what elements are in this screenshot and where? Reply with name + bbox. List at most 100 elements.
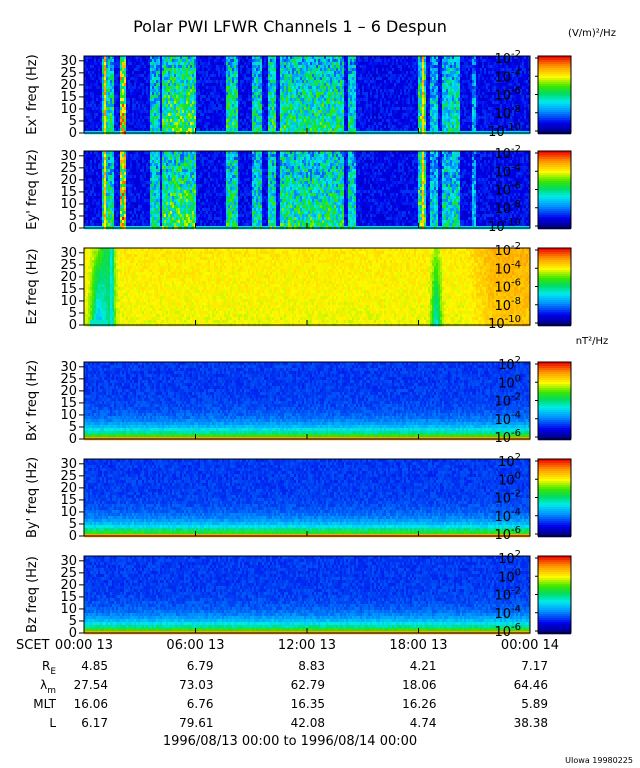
y-tick-label: 30 bbox=[60, 54, 77, 69]
y-tick-label: 5 bbox=[69, 614, 77, 629]
y-tick-label: 20 bbox=[60, 270, 77, 285]
y-tick-label: 10 bbox=[60, 197, 77, 212]
ephemeris-value: 62.79 bbox=[291, 678, 325, 692]
ephemeris-value: 6.79 bbox=[187, 659, 214, 673]
y-tick-label: 10 bbox=[60, 408, 77, 423]
time-range-label: 1996/08/13 00:00 to 1996/08/14 00:00 bbox=[163, 734, 417, 749]
ephemeris-value: 16.06 bbox=[74, 697, 108, 711]
credit-label: UIowa 19980225 bbox=[565, 756, 633, 765]
y-tick-label: 20 bbox=[60, 384, 77, 399]
y-tick-label: 10 bbox=[60, 102, 77, 117]
ephemeris-row-label: λm bbox=[40, 678, 56, 696]
colorbar-tick-label: 10-6 bbox=[494, 428, 521, 446]
ephemeris-value: 18.06 bbox=[402, 678, 436, 692]
y-tick-label: 25 bbox=[60, 258, 77, 273]
ephemeris-value: 6.76 bbox=[187, 697, 214, 711]
y-tick-label: 0 bbox=[69, 626, 77, 641]
colorbar-tick-label: 10-10 bbox=[488, 314, 521, 332]
y-tick-label: 30 bbox=[60, 457, 77, 472]
x-tick-label: 18:00 13 bbox=[389, 638, 447, 653]
heatmap-cells bbox=[84, 459, 531, 538]
y-tick-label: 0 bbox=[69, 432, 77, 447]
y-tick-label: 15 bbox=[60, 282, 77, 297]
y-tick-label: 5 bbox=[69, 306, 77, 321]
y-tick-label: 0 bbox=[69, 126, 77, 141]
ephemeris-value: 4.74 bbox=[410, 716, 437, 730]
ephemeris-value: 4.85 bbox=[81, 659, 108, 673]
heatmap-cells bbox=[84, 56, 531, 135]
heatmap-cells bbox=[84, 556, 531, 635]
y-axis-label: Bz freq (Hz) bbox=[25, 556, 40, 633]
x-tick-label: 12:00 13 bbox=[278, 638, 336, 653]
y-tick-label: 10 bbox=[60, 602, 77, 617]
heatmap-cells bbox=[84, 151, 531, 230]
y-tick-label: 20 bbox=[60, 78, 77, 93]
ephemeris-value: 73.03 bbox=[179, 678, 213, 692]
ephemeris-row-label: MLT bbox=[33, 697, 56, 711]
ephemeris-value: 8.83 bbox=[298, 659, 325, 673]
x-tick-label: 00:00 13 bbox=[55, 638, 113, 653]
y-tick-label: 25 bbox=[60, 66, 77, 81]
ephemeris-value: 16.26 bbox=[402, 697, 436, 711]
heatmap-cells bbox=[84, 362, 531, 441]
ephemeris-value: 4.21 bbox=[410, 659, 437, 673]
ephemeris-table: SCET 00:00 13 06:00 13 12:00 13 18:00 13 00:0… bbox=[16, 638, 559, 730]
ephemeris-value: 7.17 bbox=[521, 659, 548, 673]
y-tick-label: 20 bbox=[60, 173, 77, 188]
y-tick-label: 5 bbox=[69, 517, 77, 532]
ephemeris-value: 38.38 bbox=[514, 716, 548, 730]
y-tick-label: 25 bbox=[60, 469, 77, 484]
colorbar-tick-label: 10-10 bbox=[488, 217, 521, 235]
scet-label: SCET bbox=[16, 638, 50, 653]
y-tick-label: 30 bbox=[60, 149, 77, 164]
ephemeris-row-label: L bbox=[49, 716, 56, 730]
colorbar-tick-label: 10-6 bbox=[494, 525, 521, 543]
y-tick-label: 25 bbox=[60, 161, 77, 176]
y-tick-label: 5 bbox=[69, 420, 77, 435]
heatmap-cells bbox=[84, 248, 531, 327]
ephemeris-value: 27.54 bbox=[74, 678, 108, 692]
ephemeris-value: 42.08 bbox=[291, 716, 325, 730]
y-tick-label: 0 bbox=[69, 318, 77, 333]
y-axis-label: Ez freq (Hz) bbox=[25, 249, 40, 325]
y-tick-label: 10 bbox=[60, 294, 77, 309]
y-tick-label: 25 bbox=[60, 566, 77, 581]
ephemeris-value: 79.61 bbox=[179, 716, 213, 730]
ephemeris-value: 5.89 bbox=[521, 697, 548, 711]
y-tick-label: 30 bbox=[60, 360, 77, 375]
y-tick-label: 25 bbox=[60, 372, 77, 387]
ephemeris-value: 16.35 bbox=[291, 697, 325, 711]
y-tick-label: 0 bbox=[69, 221, 77, 236]
e-field-units-label: (V/m)²/Hz bbox=[568, 28, 616, 39]
y-axis-label: By' freq (Hz) bbox=[25, 457, 40, 538]
x-tick-label: 06:00 13 bbox=[166, 638, 224, 653]
y-tick-label: 15 bbox=[60, 396, 77, 411]
y-tick-label: 30 bbox=[60, 554, 77, 569]
colorbar-tick-label: 10-10 bbox=[488, 122, 521, 140]
y-tick-label: 30 bbox=[60, 246, 77, 261]
y-tick-label: 15 bbox=[60, 185, 77, 200]
y-tick-label: 15 bbox=[60, 493, 77, 508]
ephemeris-value: 6.17 bbox=[81, 716, 108, 730]
y-tick-label: 20 bbox=[60, 481, 77, 496]
y-axis-label: Ex' freq (Hz) bbox=[25, 54, 40, 134]
x-tick-label: 00:00 14 bbox=[501, 638, 559, 653]
y-tick-label: 20 bbox=[60, 578, 77, 593]
ephemeris-row-label: RE bbox=[42, 659, 56, 677]
y-axis-label: Ey' freq (Hz) bbox=[25, 149, 40, 229]
y-axis-label: Bx' freq (Hz) bbox=[25, 360, 40, 441]
y-tick-label: 10 bbox=[60, 505, 77, 520]
y-tick-label: 15 bbox=[60, 590, 77, 605]
y-tick-label: 15 bbox=[60, 90, 77, 105]
y-tick-label: 5 bbox=[69, 114, 77, 129]
